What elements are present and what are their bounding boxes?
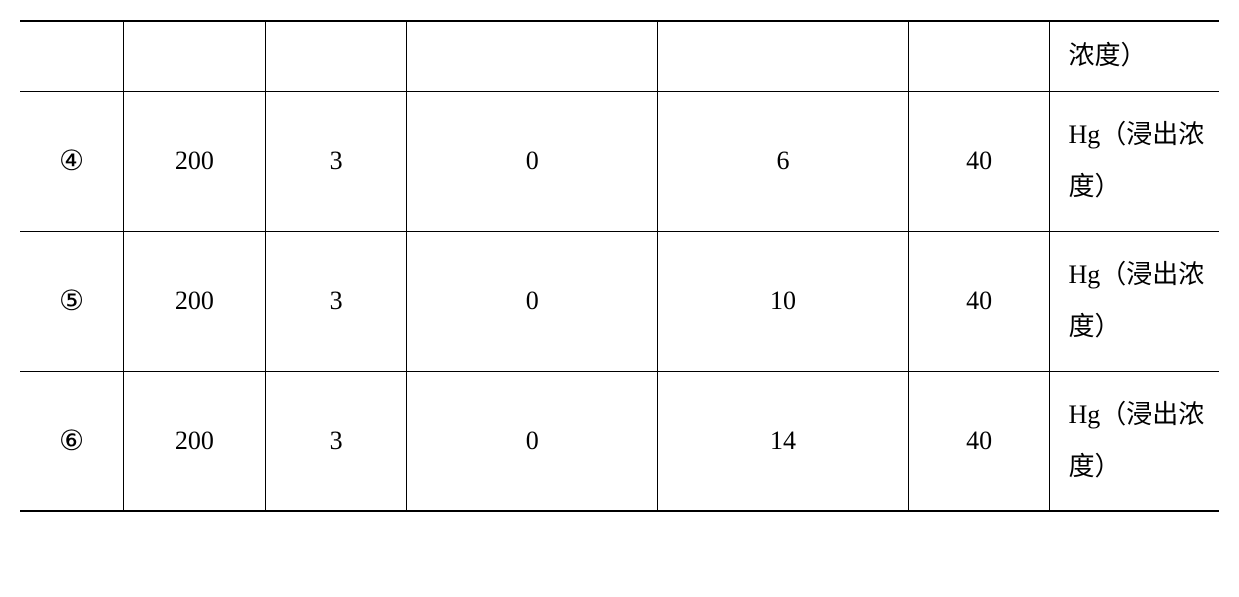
cell-value: 200 (124, 91, 266, 231)
cell-value: 6 (658, 91, 909, 231)
cell-value: 200 (124, 371, 266, 511)
header-cell-4 (407, 21, 658, 91)
table-row: ④ 200 3 0 6 40 Hg（浸出浓度） (20, 91, 1219, 231)
cell-value: 200 (124, 231, 266, 371)
cell-value: 0 (407, 371, 658, 511)
header-cell-2 (124, 21, 266, 91)
cell-value: 0 (407, 91, 658, 231)
cell-description: Hg（浸出浓度） (1050, 371, 1219, 511)
header-cell-1 (20, 21, 124, 91)
table-container: 浓度） ④ 200 3 0 6 40 Hg（浸出浓度） ⑤ 200 3 0 10… (20, 20, 1219, 512)
header-cell-6 (908, 21, 1050, 91)
cell-value: 40 (908, 91, 1050, 231)
cell-value: 3 (265, 91, 407, 231)
cell-value: 3 (265, 371, 407, 511)
data-table: 浓度） ④ 200 3 0 6 40 Hg（浸出浓度） ⑤ 200 3 0 10… (20, 20, 1219, 512)
row-label: ④ (20, 91, 124, 231)
table-row: ⑥ 200 3 0 14 40 Hg（浸出浓度） (20, 371, 1219, 511)
header-cell-3 (265, 21, 407, 91)
cell-description: Hg（浸出浓度） (1050, 231, 1219, 371)
cell-value: 10 (658, 231, 909, 371)
table-row: ⑤ 200 3 0 10 40 Hg（浸出浓度） (20, 231, 1219, 371)
cell-value: 0 (407, 231, 658, 371)
header-cell-7: 浓度） (1050, 21, 1219, 91)
cell-value: 40 (908, 231, 1050, 371)
header-cell-5 (658, 21, 909, 91)
cell-value: 14 (658, 371, 909, 511)
row-label: ⑥ (20, 371, 124, 511)
cell-value: 3 (265, 231, 407, 371)
row-label: ⑤ (20, 231, 124, 371)
table-header-row: 浓度） (20, 21, 1219, 91)
cell-value: 40 (908, 371, 1050, 511)
cell-description: Hg（浸出浓度） (1050, 91, 1219, 231)
